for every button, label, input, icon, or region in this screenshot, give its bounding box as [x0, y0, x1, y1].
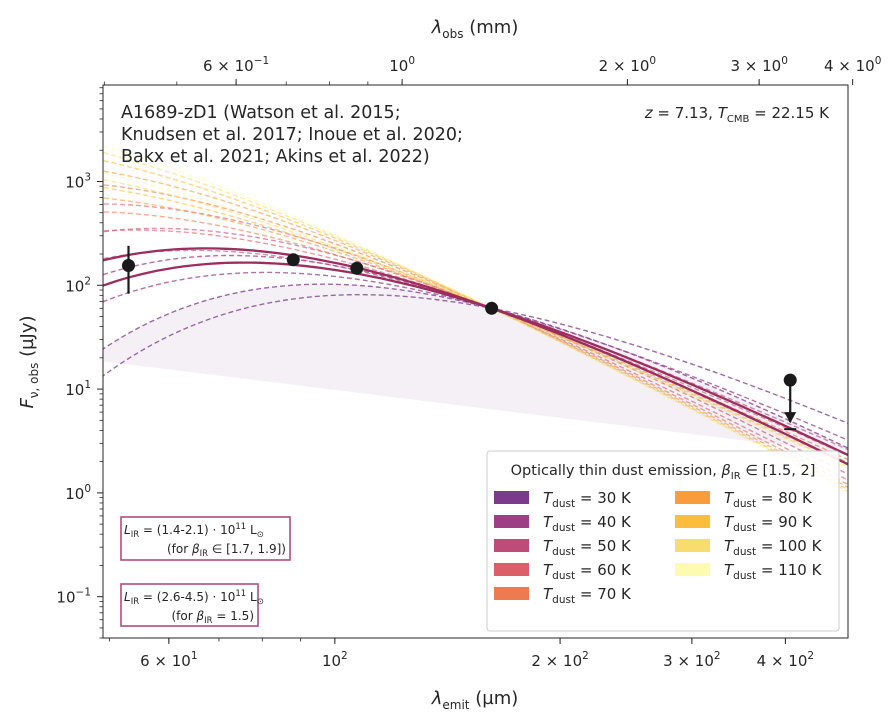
legend-label: Tdust = 110 K [724, 561, 823, 582]
top-tick-label: 4 × 100 [824, 55, 881, 75]
bottom-tick-label: 3 × 102 [663, 650, 720, 670]
top-tick-label: 3 × 100 [730, 55, 787, 75]
legend-entry-60k: Tdust = 60 K [494, 561, 632, 582]
data-point-3 [485, 301, 499, 315]
model-curve-70k-beta-2 [103, 184, 848, 486]
legend-swatch [675, 515, 710, 528]
upper-limit-arrow [784, 412, 797, 424]
axes: 6 × 101 102 2 × 102 3 × 102 4 × 102 6 × 10−1 1… [17, 17, 881, 712]
lir-box-border [120, 516, 291, 561]
legend-label: Tdust = 30 K [543, 489, 632, 510]
data-point-0 [122, 259, 136, 273]
top-tick-label: 6 × 10−1 [203, 55, 269, 75]
legend-label: Tdust = 100 K [724, 537, 823, 558]
legend-entry-80k: Tdust = 80 K [675, 489, 813, 510]
data-point-4 [783, 373, 797, 387]
model-curve-110k-beta-2 [103, 145, 848, 494]
top-axis-label: λobs (mm) [431, 17, 519, 41]
legend-label: Tdust = 70 K [543, 585, 632, 606]
legend-entry-110k: Tdust = 110 K [675, 561, 823, 582]
y-axis-label: Fν, obs (µJy) [17, 315, 41, 408]
plot-frame [102, 84, 849, 639]
legend-entry-90k: Tdust = 90 K [675, 513, 813, 534]
lir-box-value: LIR = (1.4-2.1) · 1011 L⊙ [124, 522, 264, 540]
model-curve-70k-beta-1.5 [103, 211, 848, 461]
y-tick-label: 103 [65, 171, 91, 191]
y-tick-label: 100 [65, 483, 91, 503]
legend-label: Tdust = 80 K [724, 489, 813, 510]
legend-swatch [494, 563, 529, 576]
legend-title: Optically thin dust emission, βIR ∈ [1.5… [511, 463, 816, 482]
top-tick-label: 2 × 100 [599, 55, 656, 75]
lir-box-condition: (for βIR = 1.5) [171, 609, 254, 626]
x-axis-label: λemit (µm) [431, 688, 519, 712]
redshift-label: z = 7.13, TCMB = 22.15 K [644, 104, 830, 125]
legend-swatch [494, 515, 529, 528]
bottom-tick-label: 6 × 101 [140, 650, 197, 670]
legend-label: Tdust = 60 K [543, 561, 632, 582]
legend-entry-50k: Tdust = 50 K [494, 537, 632, 558]
annotations: A1689-zD1 (Watson et al. 2015;Knudsen et… [120, 103, 830, 627]
y-tick-label: 10−1 [56, 587, 91, 607]
model-curve-30k-beta-2 [103, 283, 848, 449]
legend-label: Tdust = 90 K [724, 513, 813, 534]
source-title-line: Knudsen et al. 2017; Inoue et al. 2020; [121, 125, 463, 145]
legend-swatch [494, 539, 529, 552]
legend-swatch [675, 563, 710, 576]
model-curves [103, 145, 848, 494]
top-tick-label: 100 [389, 55, 415, 75]
legend-entry-100k: Tdust = 100 K [675, 537, 823, 558]
y-tick-label: 101 [65, 379, 91, 399]
model-curve-90k-beta-1.5 [103, 186, 848, 466]
bottom-tick-label: 4 × 102 [757, 650, 814, 670]
lir-box-border [120, 583, 259, 627]
lir-box-2: LIR = (2.6-4.5) · 1011 L⊙ (for βIR = 1.5) [120, 583, 264, 627]
model-curve-100k-beta-1.5 [103, 178, 848, 468]
data-point-2 [350, 261, 364, 275]
y-tick-label: 102 [65, 275, 91, 295]
model-curve-30k-beta-1.5 [103, 294, 848, 425]
cold-dust-band [103, 284, 848, 454]
legend-entry-30k: Tdust = 30 K [494, 489, 632, 510]
legend-swatch [675, 491, 710, 504]
legend-swatch [494, 587, 529, 600]
legend-label: Tdust = 50 K [543, 537, 632, 558]
data-point-1 [286, 253, 300, 267]
lir-box-value: LIR = (2.6-4.5) · 1011 L⊙ [124, 589, 264, 607]
legend-swatch [494, 491, 529, 504]
legend: Optically thin dust emission, βIR ∈ [1.5… [486, 450, 840, 632]
source-title-line: Bakx et al. 2021; Akins et al. 2022) [121, 147, 430, 167]
lir-box-1: LIR = (1.4-2.1) · 1011 L⊙ (for βIR ∈ [1.7… [120, 516, 291, 561]
source-title-line: A1689-zD1 (Watson et al. 2015; [121, 103, 401, 123]
bottom-tick-label: 2 × 102 [531, 650, 588, 670]
legend-box [486, 450, 840, 632]
observed-points [122, 245, 797, 431]
legend-entry-70k: Tdust = 70 K [494, 585, 632, 606]
best-fit-curve-lower [103, 261, 848, 457]
legend-entry-40k: Tdust = 40 K [494, 513, 632, 534]
legend-swatch [675, 539, 710, 552]
legend-label: Tdust = 40 K [543, 513, 632, 534]
lir-box-condition: (for βIR ∈ [1.7, 1.9]) [167, 542, 286, 559]
bottom-tick-label: 102 [322, 650, 348, 670]
model-curve-50k-beta-2 [103, 227, 848, 476]
